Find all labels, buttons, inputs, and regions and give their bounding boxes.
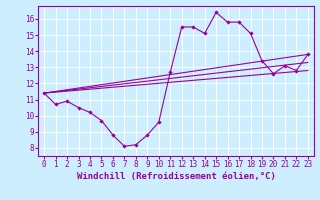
X-axis label: Windchill (Refroidissement éolien,°C): Windchill (Refroidissement éolien,°C) — [76, 172, 276, 181]
